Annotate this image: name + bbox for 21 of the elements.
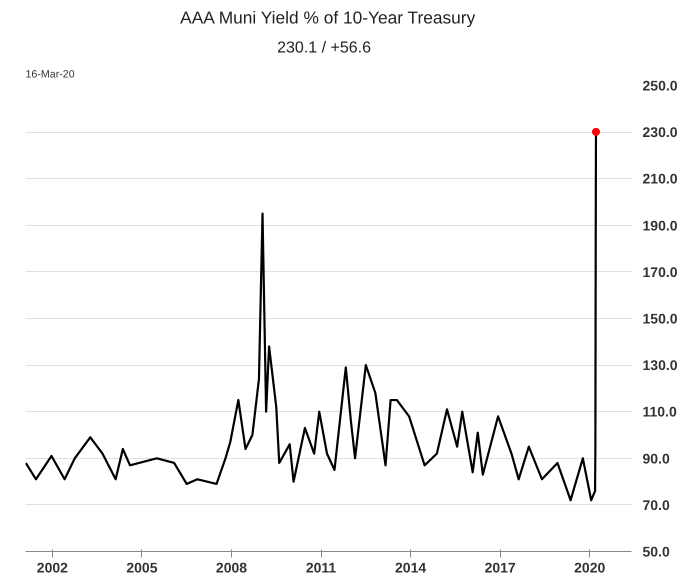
x-tick-label: 2020 <box>574 560 606 576</box>
chart-title: AAA Muni Yield % of 10-Year Treasury <box>180 8 476 28</box>
x-tick-label: 2017 <box>484 560 516 576</box>
x-tick-label: 2002 <box>36 560 68 576</box>
y-tick-label: 50.0 <box>642 544 670 560</box>
chart-subtitle: 230.1 / +56.6 <box>277 40 372 56</box>
x-tick-label: 2005 <box>126 560 158 576</box>
y-tick-label: 90.0 <box>642 450 670 466</box>
x-tick-label: 2008 <box>216 560 248 576</box>
y-tick-label: 150.0 <box>642 310 678 326</box>
text: 16-Mar-20 <box>26 68 75 80</box>
y-tick-label: 190.0 <box>642 217 678 234</box>
y-tick-label: 250.0 <box>642 78 678 94</box>
x-tick-label: 2011 <box>306 560 336 576</box>
y-tick-label: 230.0 <box>642 124 678 140</box>
x-tick-label: 2014 <box>395 560 426 576</box>
y-tick-label: 130.0 <box>642 357 678 374</box>
y-tick-label: 110.0 <box>642 404 677 420</box>
y-tick-label: 70.0 <box>642 496 670 513</box>
y-tick-label: 170.0 <box>642 264 678 280</box>
y-tick-label: 210.0 <box>642 170 678 187</box>
